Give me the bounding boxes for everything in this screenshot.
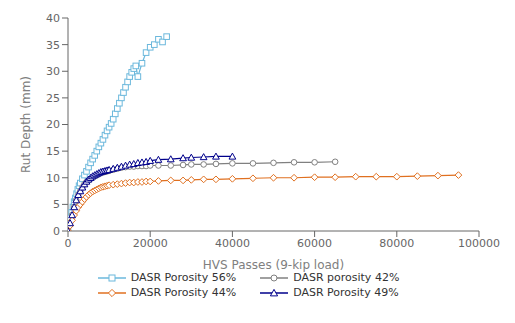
svg-text:20: 20 bbox=[46, 118, 60, 131]
svg-text:20000: 20000 bbox=[133, 237, 168, 250]
html-text:DASR Porosity 56%: DASR Porosity 56% bbox=[130, 271, 237, 284]
html-text:DASR Porosity 44%: DASR Porosity 44% bbox=[130, 286, 237, 299]
html-text:DASR porosity 42%: DASR porosity 42% bbox=[293, 271, 400, 284]
svg-text:0: 0 bbox=[65, 237, 72, 250]
svg-text:5: 5 bbox=[53, 198, 60, 211]
svg-text:35: 35 bbox=[46, 39, 60, 52]
svg-text:10: 10 bbox=[46, 172, 60, 185]
svg-text:100000: 100000 bbox=[458, 237, 500, 250]
svg-text:60000: 60000 bbox=[297, 237, 332, 250]
svg-text:15: 15 bbox=[46, 145, 60, 158]
svg-text:80000: 80000 bbox=[379, 237, 414, 250]
svg-text:HVS Passes (9-kip load): HVS Passes (9-kip load) bbox=[203, 258, 344, 272]
svg-text:30: 30 bbox=[46, 65, 60, 78]
html-text:DASR Porosity 49%: DASR Porosity 49% bbox=[293, 286, 399, 299]
svg-text:40: 40 bbox=[46, 12, 60, 25]
svg-text:Rut Depth (mm): Rut Depth (mm) bbox=[19, 76, 33, 173]
svg-text:25: 25 bbox=[46, 92, 60, 105]
svg-text:40000: 40000 bbox=[215, 237, 250, 250]
svg-text:0: 0 bbox=[53, 225, 60, 238]
